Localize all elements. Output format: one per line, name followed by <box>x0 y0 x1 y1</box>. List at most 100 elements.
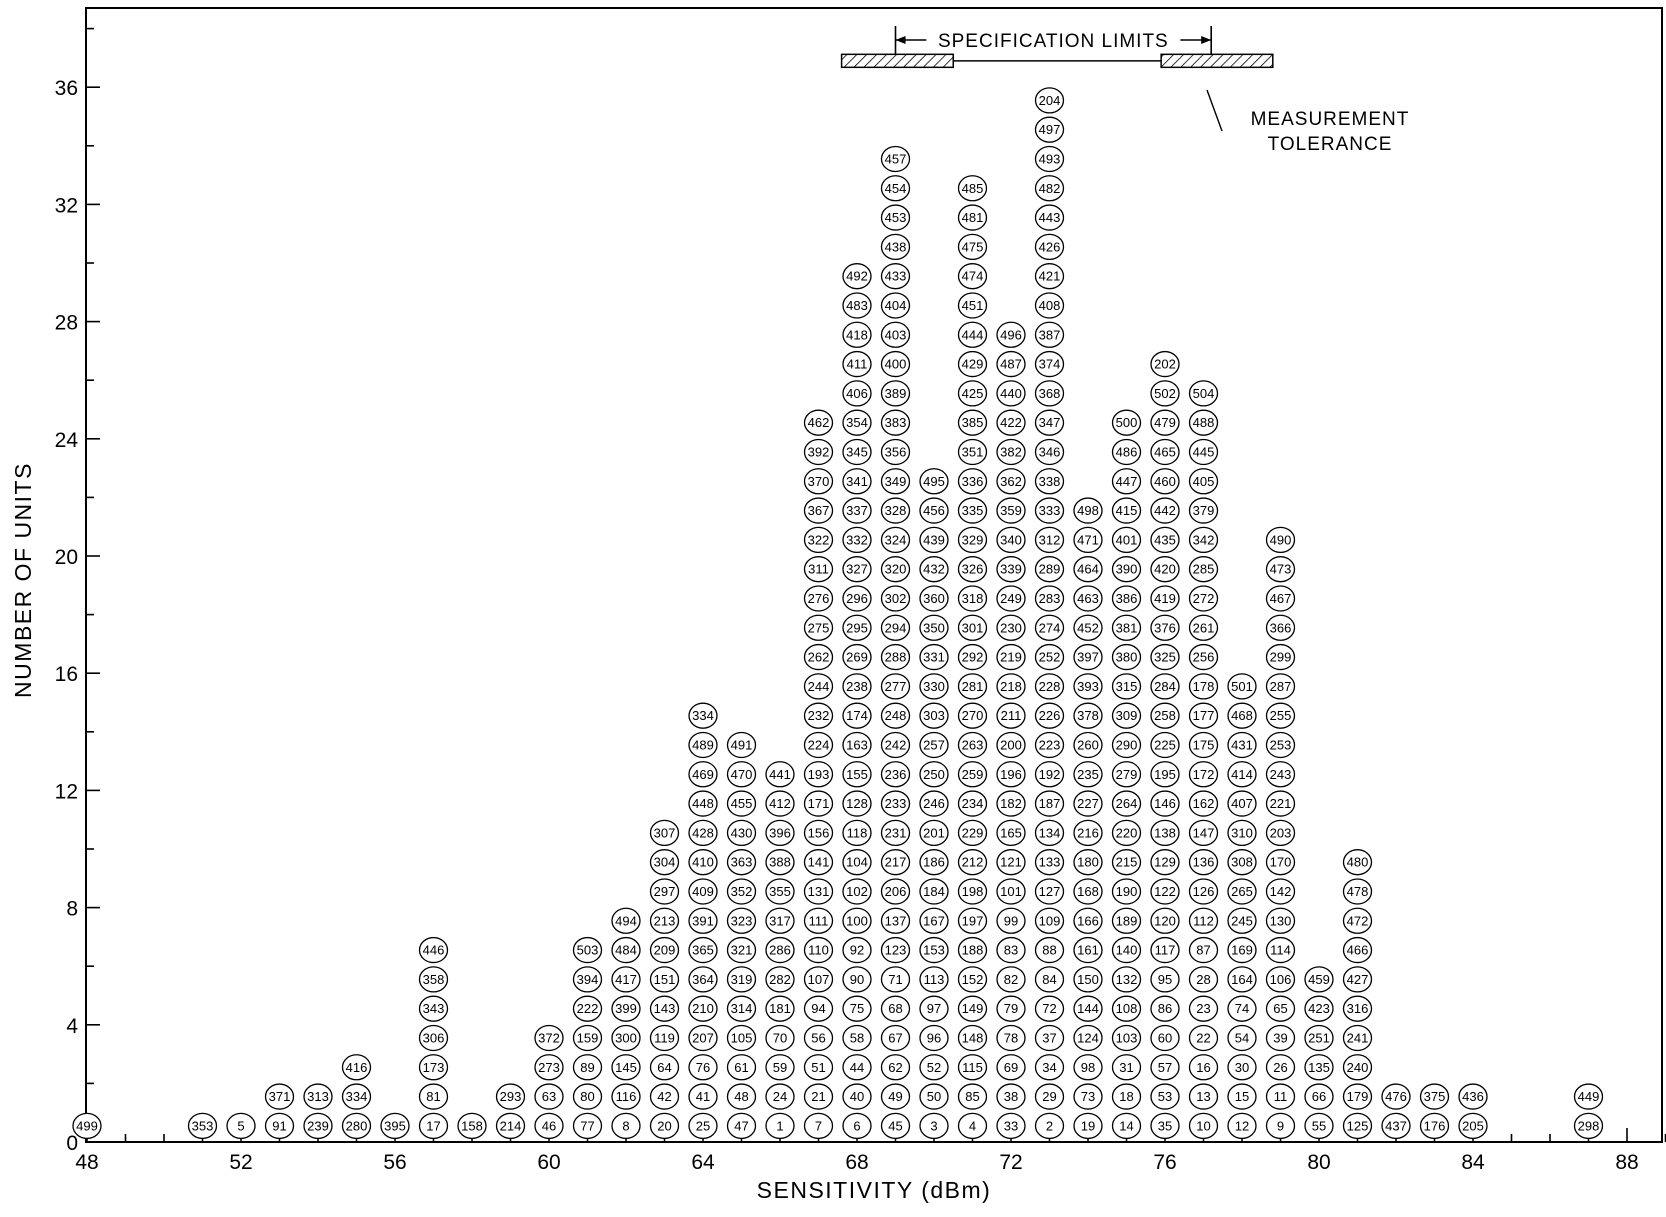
unit-label: 397 <box>1077 650 1099 665</box>
unit-marker: 177 <box>1188 702 1219 729</box>
unit-marker: 440 <box>996 380 1026 407</box>
unit-circle <box>765 878 795 905</box>
unit-circle <box>1227 1083 1257 1110</box>
unit-circle <box>765 1083 795 1110</box>
unit-label: 416 <box>346 1060 368 1075</box>
unit-marker: 335 <box>957 497 988 524</box>
unit-label: 447 <box>1116 474 1138 489</box>
unit-marker: 475 <box>957 233 988 261</box>
unit-marker: 486 <box>1111 438 1142 466</box>
unit-label: 480 <box>1347 855 1369 870</box>
unit-marker: 162 <box>1188 790 1219 817</box>
unit-circle <box>688 1054 718 1081</box>
unit-label: 276 <box>808 591 830 606</box>
unit-circle <box>1034 761 1065 788</box>
unit-marker: 207 <box>688 1024 718 1052</box>
unit-label: 75 <box>850 1001 864 1016</box>
unit-circle <box>649 907 680 934</box>
unit-marker: 214 <box>495 1112 526 1140</box>
unit-label: 4 <box>969 1118 976 1133</box>
unit-circle <box>534 1024 564 1052</box>
unit-marker: 156 <box>803 819 834 847</box>
unit-marker: 464 <box>1073 556 1103 583</box>
unit-label: 50 <box>927 1089 941 1104</box>
unit-label: 21 <box>811 1089 825 1104</box>
unit-circle <box>1304 1054 1334 1081</box>
unit-marker: 374 <box>1034 350 1065 378</box>
unit-marker: 263 <box>957 731 988 759</box>
unit-label: 415 <box>1116 503 1138 518</box>
y-tick-label: 0 <box>66 1132 78 1155</box>
unit-circle <box>1073 790 1103 817</box>
unit-label: 222 <box>577 1001 599 1016</box>
unit-marker: 68 <box>880 995 911 1022</box>
unit-marker: 9 <box>1265 1112 1296 1140</box>
unit-label: 55 <box>1312 1118 1326 1133</box>
unit-circle <box>1227 966 1257 993</box>
unit-circle <box>996 643 1026 671</box>
unit-circle <box>842 790 872 817</box>
unit-circle <box>611 995 641 1022</box>
unit-marker: 204 <box>1034 87 1065 114</box>
unit-circle <box>996 849 1026 876</box>
unit-circle <box>1304 995 1334 1022</box>
unit-label: 129 <box>1154 855 1176 870</box>
unit-marker: 15 <box>1227 1083 1257 1110</box>
unit-circle <box>1034 995 1065 1022</box>
unit-label: 328 <box>885 503 907 518</box>
unit-marker: 2 <box>1034 1112 1065 1140</box>
unit-marker: 83 <box>996 936 1026 964</box>
unit-label: 350 <box>923 620 945 635</box>
unit-label: 173 <box>423 1060 445 1075</box>
unit-label: 245 <box>1231 913 1253 928</box>
unit-circle <box>1188 761 1219 788</box>
unit-circle <box>1034 468 1065 495</box>
unit-marker: 213 <box>649 907 680 934</box>
unit-label: 116 <box>616 1089 637 1104</box>
unit-marker: 238 <box>842 673 872 700</box>
unit-label: 370 <box>808 474 830 489</box>
unit-label: 5 <box>237 1118 244 1133</box>
unit-circle <box>1034 204 1065 231</box>
unit-marker: 190 <box>1111 878 1142 905</box>
unit-circle <box>1111 907 1142 934</box>
unit-marker: 337 <box>842 497 872 524</box>
unit-label: 260 <box>1077 737 1099 752</box>
unit-label: 238 <box>846 679 868 694</box>
unit-circle <box>726 878 757 905</box>
unit-marker: 250 <box>919 761 949 788</box>
unit-label: 302 <box>885 591 907 606</box>
unit-circle <box>957 878 988 905</box>
unit-circle <box>649 878 680 905</box>
unit-circle <box>1034 936 1065 964</box>
unit-marker: 210 <box>688 995 718 1022</box>
unit-circle <box>996 526 1026 554</box>
unit-marker: 395 <box>380 1112 410 1140</box>
unit-circle <box>880 409 911 436</box>
unit-marker: 173 <box>418 1054 449 1081</box>
unit-label: 207 <box>692 1030 714 1045</box>
unit-label: 80 <box>580 1089 594 1104</box>
y-tick-label: 28 <box>55 312 78 335</box>
unit-label: 17 <box>426 1118 440 1133</box>
unit-label: 469 <box>692 767 714 782</box>
unit-marker: 301 <box>957 614 988 641</box>
unit-circle <box>1111 497 1142 524</box>
unit-label: 445 <box>1193 444 1215 459</box>
unit-circle <box>1034 87 1065 114</box>
unit-circle <box>1342 849 1373 876</box>
unit-circle <box>919 790 949 817</box>
unit-circle <box>418 1024 449 1052</box>
unit-circle <box>880 878 911 905</box>
unit-label: 220 <box>1116 825 1138 840</box>
unit-label: 241 <box>1347 1030 1369 1045</box>
unit-marker: 97 <box>919 995 949 1022</box>
unit-label: 457 <box>885 151 907 166</box>
unit-circle <box>919 468 949 495</box>
unit-marker: 232 <box>803 702 834 729</box>
unit-circle <box>1227 731 1257 759</box>
unit-label: 340 <box>1000 532 1022 547</box>
unit-label: 78 <box>1004 1030 1018 1045</box>
unit-marker: 262 <box>803 643 834 671</box>
unit-label: 483 <box>846 298 868 313</box>
